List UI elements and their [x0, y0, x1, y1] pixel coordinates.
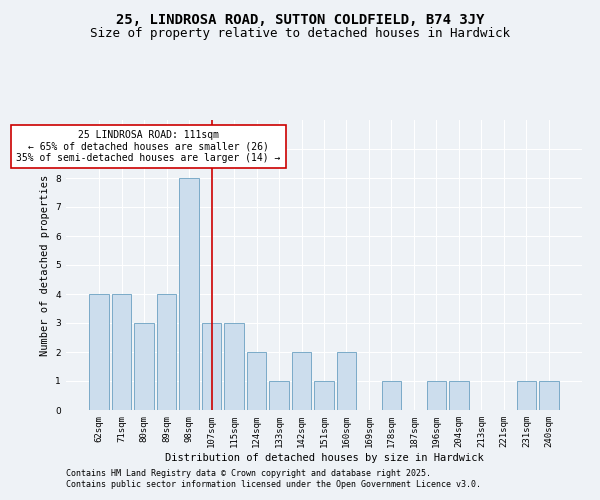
Bar — [112, 294, 131, 410]
Bar — [292, 352, 311, 410]
Bar — [157, 294, 176, 410]
Bar — [179, 178, 199, 410]
Bar — [89, 294, 109, 410]
Text: 25 LINDROSA ROAD: 111sqm
← 65% of detached houses are smaller (26)
35% of semi-d: 25 LINDROSA ROAD: 111sqm ← 65% of detach… — [16, 130, 281, 164]
Y-axis label: Number of detached properties: Number of detached properties — [40, 174, 50, 356]
Text: Size of property relative to detached houses in Hardwick: Size of property relative to detached ho… — [90, 28, 510, 40]
Bar — [269, 381, 289, 410]
Text: Contains public sector information licensed under the Open Government Licence v3: Contains public sector information licen… — [66, 480, 481, 489]
Bar — [517, 381, 536, 410]
Text: 25, LINDROSA ROAD, SUTTON COLDFIELD, B74 3JY: 25, LINDROSA ROAD, SUTTON COLDFIELD, B74… — [116, 12, 484, 26]
Bar — [539, 381, 559, 410]
Text: Contains HM Land Registry data © Crown copyright and database right 2025.: Contains HM Land Registry data © Crown c… — [66, 468, 431, 477]
Bar — [134, 323, 154, 410]
X-axis label: Distribution of detached houses by size in Hardwick: Distribution of detached houses by size … — [164, 452, 484, 462]
Bar — [382, 381, 401, 410]
Bar — [314, 381, 334, 410]
Bar — [224, 323, 244, 410]
Bar — [449, 381, 469, 410]
Bar — [202, 323, 221, 410]
Bar — [427, 381, 446, 410]
Bar — [247, 352, 266, 410]
Bar — [337, 352, 356, 410]
